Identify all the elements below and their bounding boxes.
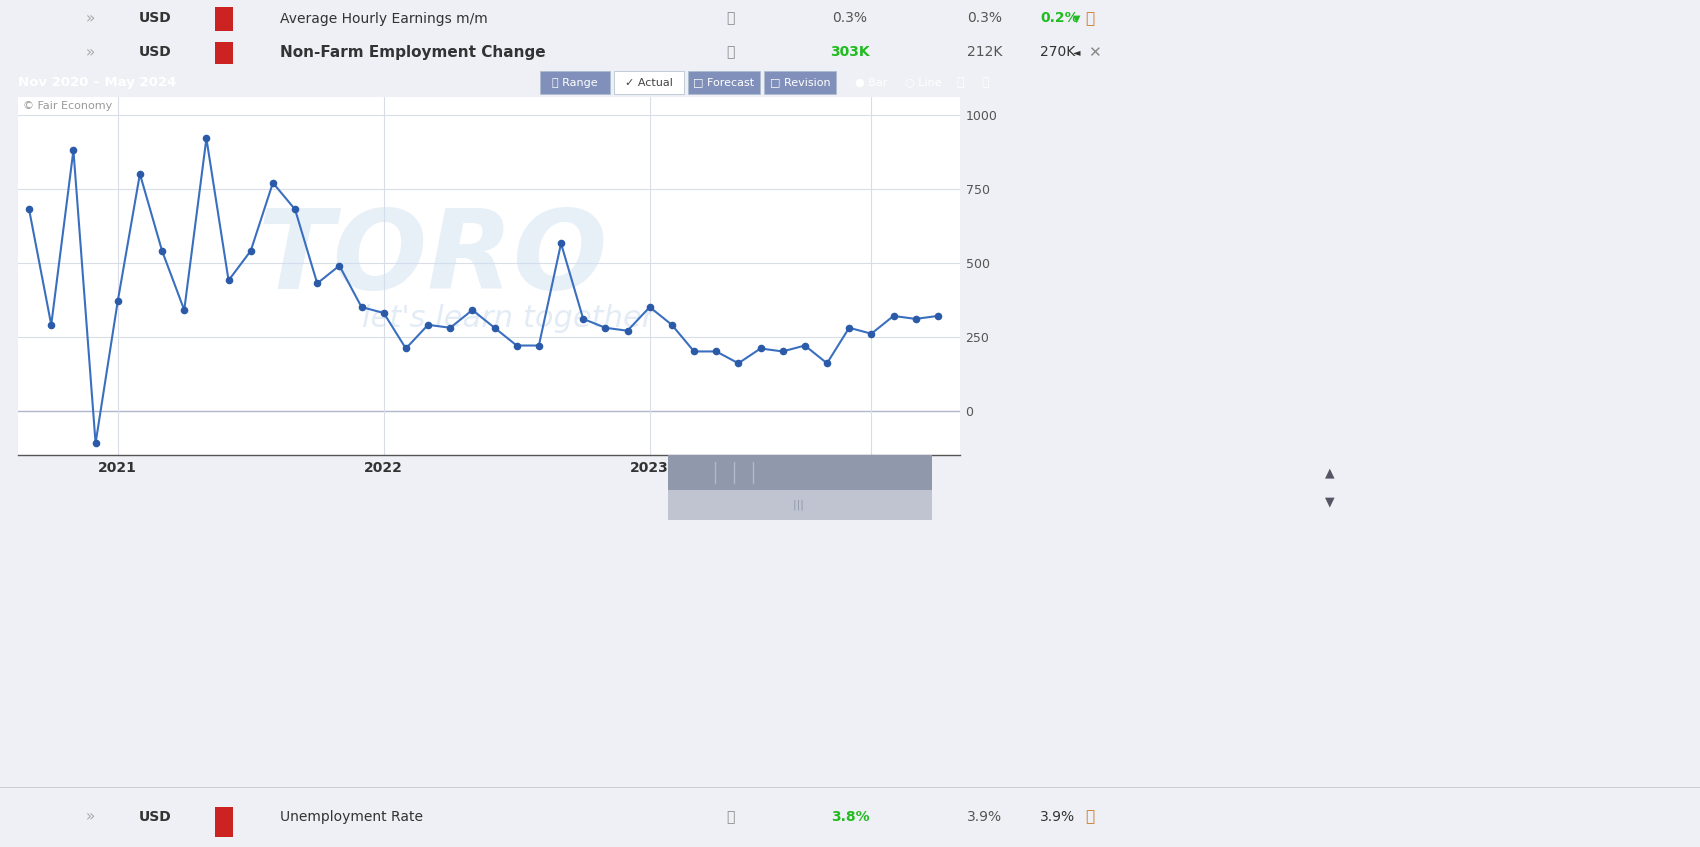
Text: »: » bbox=[85, 810, 95, 824]
Bar bbox=[214, 7, 233, 31]
Point bbox=[415, 318, 442, 331]
Text: let's learn together: let's learn together bbox=[362, 304, 654, 334]
Text: Average Hourly Earnings m/m: Average Hourly Earnings m/m bbox=[280, 12, 488, 25]
Bar bbox=[214, 807, 233, 837]
Point bbox=[192, 131, 219, 145]
Point bbox=[214, 274, 241, 287]
Point bbox=[658, 318, 685, 331]
Text: ▼: ▼ bbox=[1326, 495, 1334, 508]
Bar bbox=[668, 490, 932, 520]
Point bbox=[881, 309, 908, 323]
Text: 303K: 303K bbox=[830, 46, 870, 59]
Point bbox=[126, 167, 153, 180]
Text: 📄: 📄 bbox=[726, 46, 734, 59]
Point bbox=[82, 436, 109, 450]
Point bbox=[680, 345, 707, 358]
Text: ▼: ▼ bbox=[1073, 14, 1081, 24]
Text: USD: USD bbox=[139, 12, 172, 25]
Point bbox=[858, 327, 886, 340]
Text: ✓ Actual: ✓ Actual bbox=[626, 77, 673, 87]
Point bbox=[525, 339, 552, 352]
Bar bbox=[214, 42, 233, 64]
Point bbox=[481, 321, 508, 335]
Point bbox=[790, 339, 818, 352]
Text: 📅 Range: 📅 Range bbox=[552, 77, 598, 87]
Text: ○ Line: ○ Line bbox=[904, 77, 942, 87]
Point bbox=[636, 301, 663, 314]
Text: ▲: ▲ bbox=[1326, 467, 1334, 479]
Point bbox=[724, 357, 751, 370]
Text: USD: USD bbox=[139, 46, 172, 59]
Text: Non-Farm Employment Change: Non-Farm Employment Change bbox=[280, 45, 546, 60]
Point bbox=[836, 321, 864, 335]
Point bbox=[570, 313, 597, 326]
Point bbox=[148, 244, 175, 257]
Point bbox=[903, 313, 930, 326]
Point bbox=[925, 309, 952, 323]
Text: 3.9%: 3.9% bbox=[967, 810, 1003, 824]
Point bbox=[547, 236, 575, 250]
Point bbox=[236, 244, 264, 257]
Bar bbox=[668, 455, 932, 490]
Point bbox=[503, 339, 530, 352]
Text: Unemployment Rate: Unemployment Rate bbox=[280, 810, 423, 824]
Point bbox=[592, 321, 619, 335]
Point bbox=[37, 318, 65, 331]
Text: ● Bar: ● Bar bbox=[855, 77, 887, 87]
Point bbox=[746, 341, 774, 355]
Point bbox=[282, 202, 309, 216]
Text: © Fair Economy: © Fair Economy bbox=[22, 101, 112, 111]
Text: 🔍: 🔍 bbox=[981, 76, 989, 89]
Point bbox=[371, 307, 398, 320]
Text: »: » bbox=[85, 11, 95, 26]
Point bbox=[326, 259, 354, 273]
Text: |||: ||| bbox=[792, 500, 808, 510]
Text: 📄: 📄 bbox=[726, 810, 734, 824]
Text: 📄: 📄 bbox=[726, 12, 734, 25]
Point bbox=[260, 176, 287, 190]
Point bbox=[813, 357, 840, 370]
Text: »: » bbox=[85, 45, 95, 60]
Text: 212K: 212K bbox=[967, 46, 1003, 59]
Text: USD: USD bbox=[139, 810, 172, 824]
Bar bbox=[688, 71, 760, 94]
Point bbox=[170, 303, 197, 317]
Text: 3.9%: 3.9% bbox=[1040, 810, 1074, 824]
Text: TORO: TORO bbox=[257, 205, 607, 312]
Bar bbox=[541, 71, 610, 94]
Point bbox=[348, 301, 376, 314]
Point bbox=[768, 345, 796, 358]
Point bbox=[459, 303, 486, 317]
Point bbox=[614, 324, 641, 337]
Point bbox=[304, 277, 332, 291]
Text: 3.8%: 3.8% bbox=[831, 810, 869, 824]
Bar bbox=[614, 71, 683, 94]
Bar bbox=[763, 71, 836, 94]
Point bbox=[60, 143, 87, 157]
Text: 0.2%: 0.2% bbox=[1040, 12, 1078, 25]
Text: 0.3%: 0.3% bbox=[833, 12, 867, 25]
Point bbox=[437, 321, 464, 335]
Text: Nov 2020 – May 2024: Nov 2020 – May 2024 bbox=[19, 76, 177, 89]
Text: □ Forecast: □ Forecast bbox=[694, 77, 755, 87]
Text: □ Revision: □ Revision bbox=[770, 77, 830, 87]
Text: 270K: 270K bbox=[1040, 46, 1074, 59]
Text: ✕: ✕ bbox=[1088, 45, 1100, 60]
Point bbox=[104, 295, 131, 308]
Text: 📊: 📊 bbox=[1085, 11, 1095, 26]
Point bbox=[702, 345, 729, 358]
Point bbox=[15, 202, 42, 216]
Text: 📊: 📊 bbox=[1085, 810, 1095, 824]
Text: 0.3%: 0.3% bbox=[967, 12, 1003, 25]
Text: 🔍: 🔍 bbox=[955, 76, 964, 89]
Point bbox=[393, 341, 420, 355]
Text: ◄: ◄ bbox=[1073, 47, 1081, 58]
